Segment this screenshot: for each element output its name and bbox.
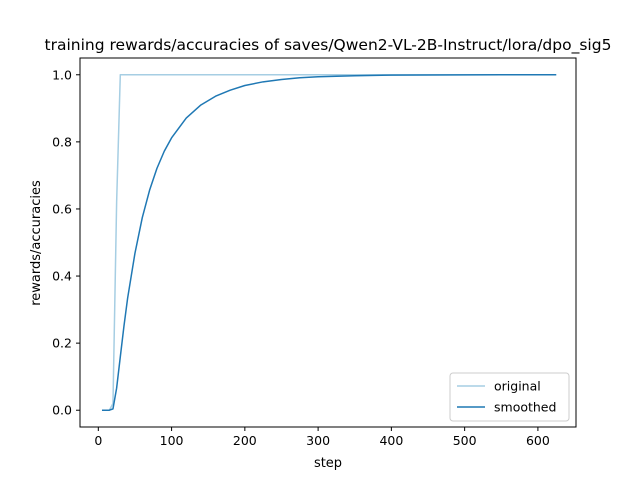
x-tick-label: 200 xyxy=(233,433,257,448)
y-tick-label: 0.4 xyxy=(52,269,72,284)
series-line-smoothed xyxy=(101,74,557,411)
x-tick-label: 400 xyxy=(379,433,403,448)
x-tick-label: 0 xyxy=(94,433,102,448)
x-axis-ticks: 0 100 200 300 400 500 600 xyxy=(94,427,550,448)
x-axis-label: step xyxy=(314,456,342,471)
x-tick-label: 100 xyxy=(160,433,184,448)
x-tick-label: 600 xyxy=(526,433,550,448)
chart-title: training rewards/accuracies of saves/Qwe… xyxy=(45,36,612,55)
legend-label-original: original xyxy=(494,379,541,394)
legend: original smoothed xyxy=(449,372,570,422)
legend-label-smoothed: smoothed xyxy=(494,400,556,415)
series-layer xyxy=(101,74,557,411)
x-tick-label: 500 xyxy=(453,433,477,448)
y-tick-label: 0.0 xyxy=(52,403,72,418)
x-tick-label: 300 xyxy=(306,433,330,448)
plot-frame xyxy=(79,57,577,428)
y-tick-label: 1.0 xyxy=(52,67,72,82)
y-axis-ticks: 0.0 0.2 0.4 0.6 0.8 1.0 xyxy=(52,67,80,418)
legend-box xyxy=(449,372,570,422)
y-axis-label: rewards/accuracies xyxy=(29,180,44,306)
y-tick-label: 0.8 xyxy=(52,134,72,149)
y-tick-label: 0.6 xyxy=(52,201,72,216)
y-tick-label: 0.2 xyxy=(52,336,72,351)
